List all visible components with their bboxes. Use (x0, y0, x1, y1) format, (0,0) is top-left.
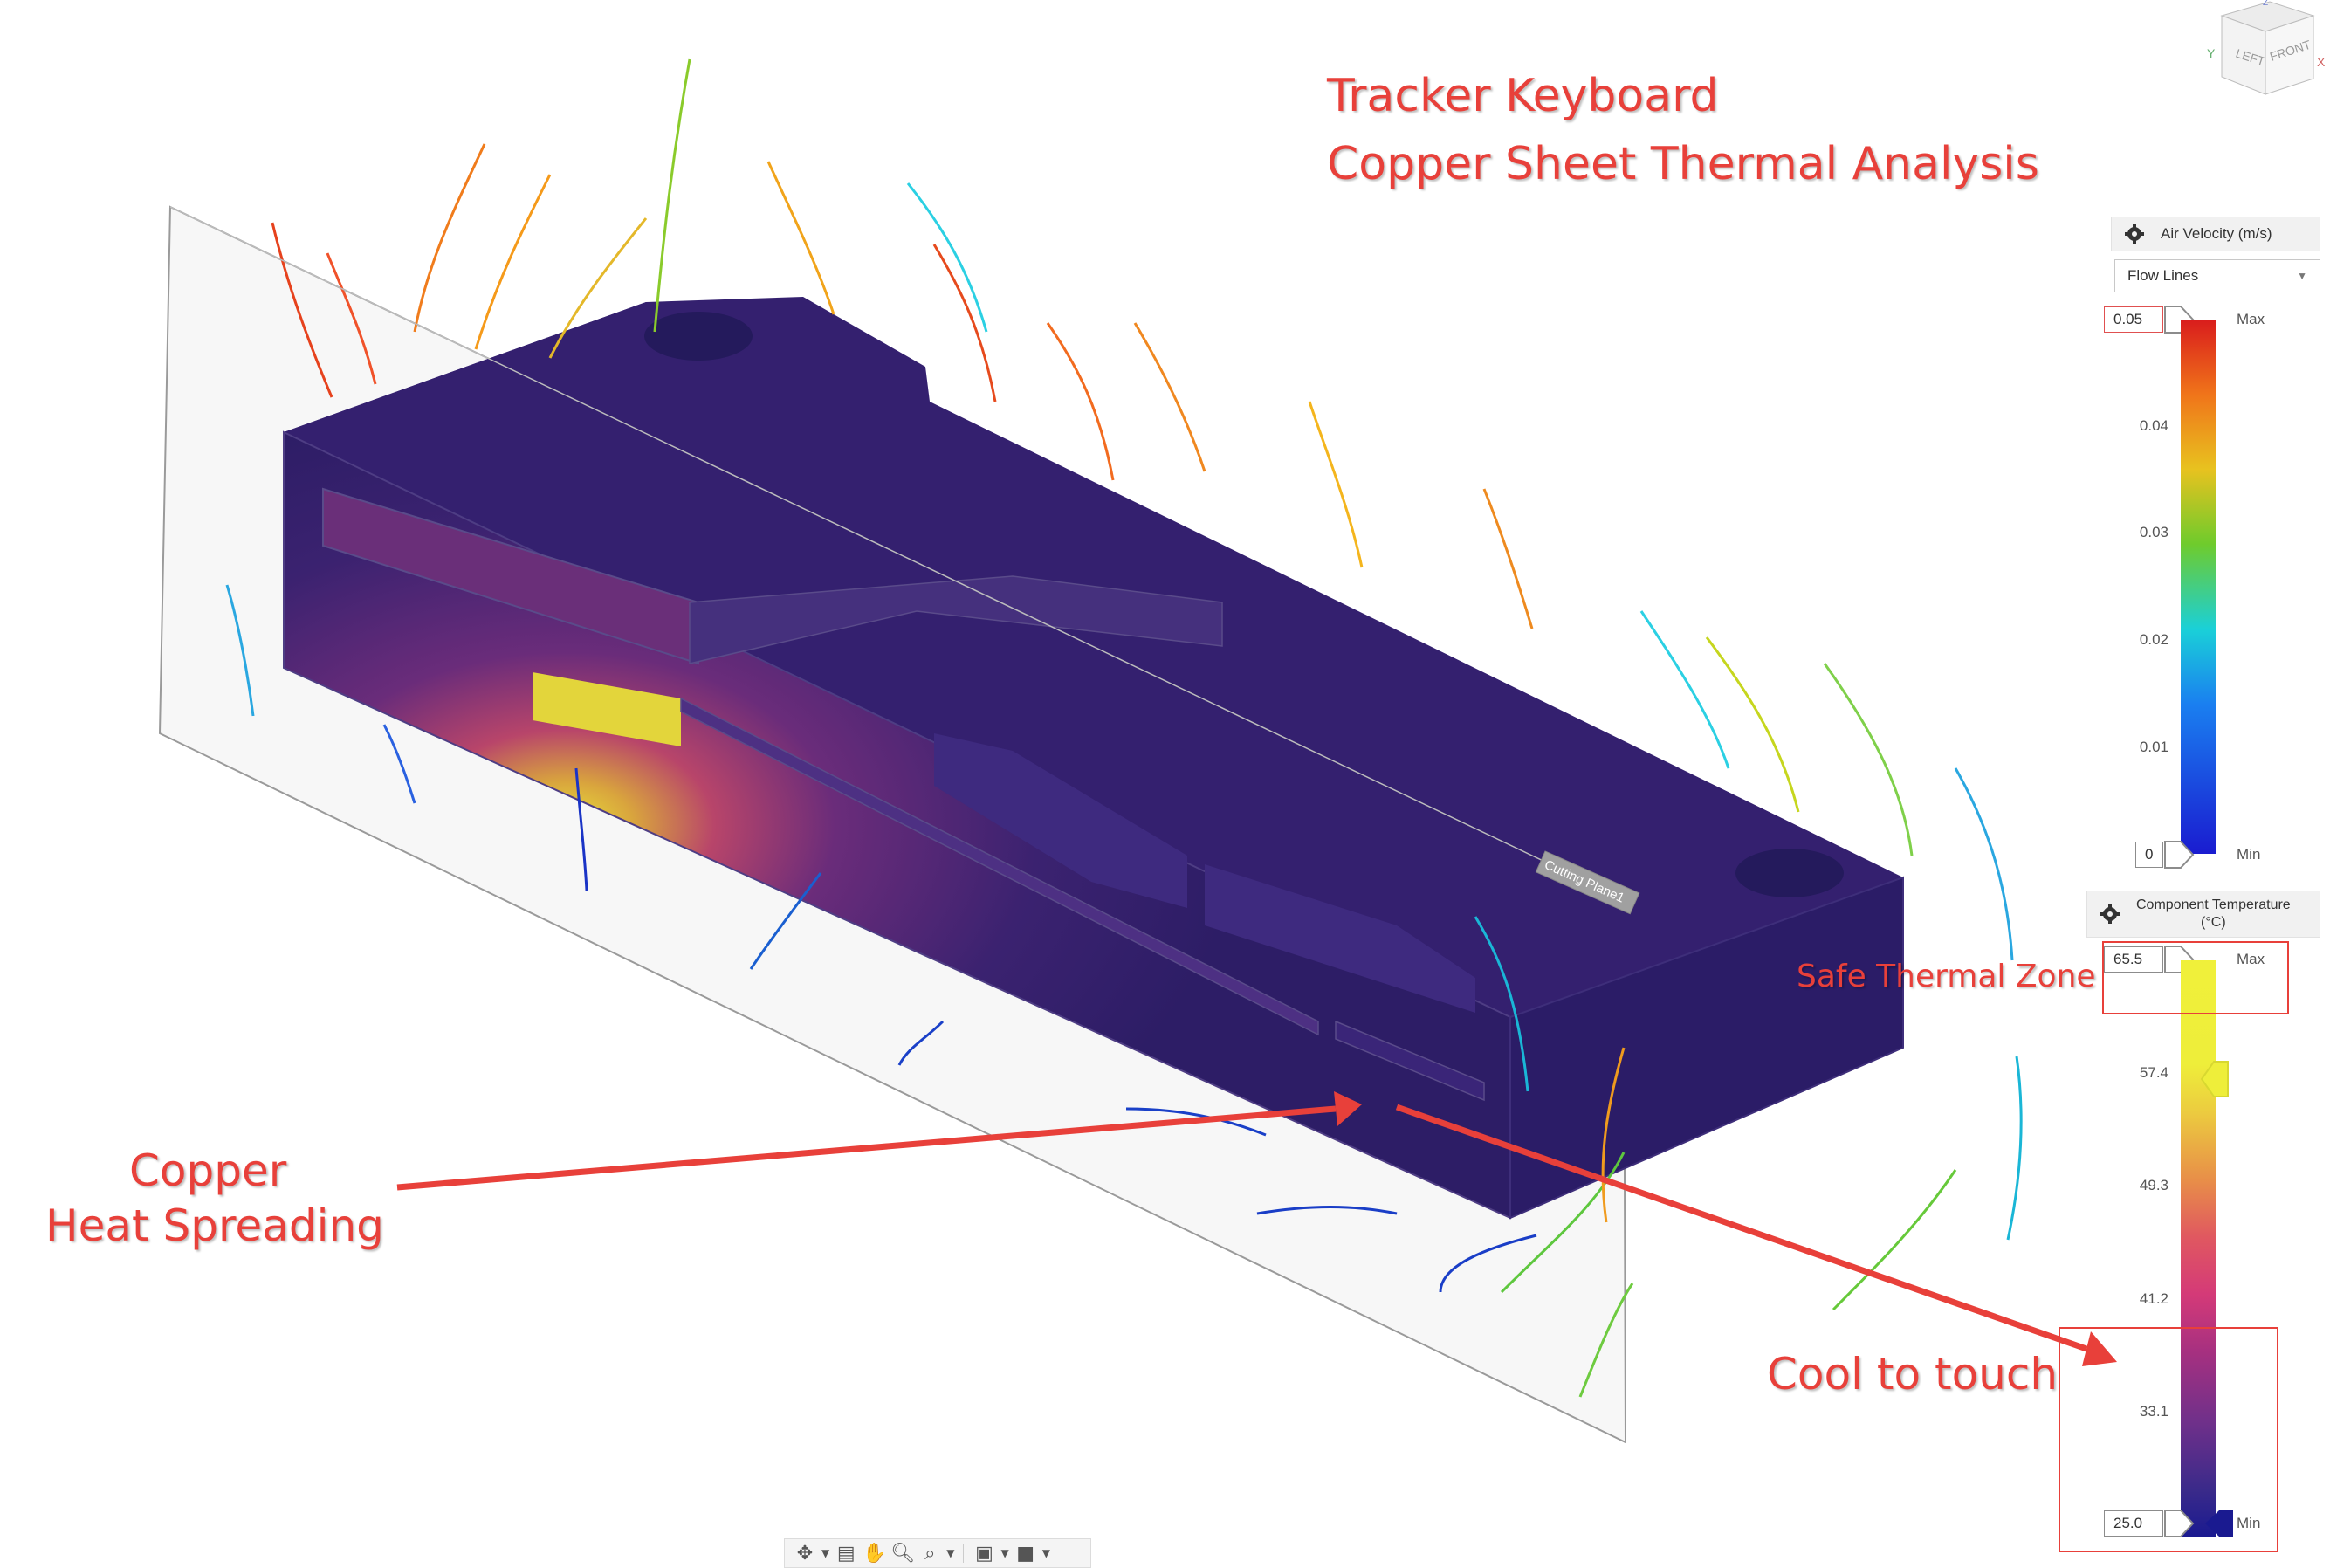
fit-icon[interactable]: ⌕ (924, 1542, 936, 1565)
chevron-down-icon[interactable]: ▼ (946, 1547, 955, 1559)
flow-lines (225, 58, 2023, 1398)
title-line-2: Copper Sheet Thermal Analysis (1327, 138, 2039, 190)
temperature-min-marker[interactable] (2203, 1509, 2235, 1538)
temperature-min-input[interactable]: 25.0 (2104, 1510, 2163, 1537)
velocity-color-bar (2181, 320, 2216, 854)
viewcube[interactable]: LEFT FRONT X Y Z (2207, 0, 2326, 95)
display-icon[interactable]: ▣ (975, 1542, 993, 1565)
temperature-max-input[interactable]: 65.5 (2104, 946, 2163, 973)
safe-zone-highlight (2102, 941, 2289, 1014)
velocity-min-handle[interactable] (2163, 840, 2195, 870)
axis-y-label: Y (2207, 46, 2216, 60)
temperature-min-label: Min (2237, 1515, 2261, 1531)
gear-icon[interactable] (2124, 224, 2145, 244)
look-at-icon[interactable]: ▤ (836, 1542, 856, 1565)
velocity-tick: 0.04 (2139, 417, 2168, 434)
callout-safe-zone: Safe Thermal Zone (1797, 959, 2096, 994)
velocity-legend-header: Air Velocity (m/s) (2111, 217, 2320, 251)
temperature-threshold-handle[interactable] (2200, 1060, 2230, 1098)
temperature-legend-header: Component Temperature (°C) (2086, 891, 2320, 938)
title-line-1: Tracker Keyboard (1327, 70, 1719, 122)
velocity-tick: 0.02 (2139, 631, 2168, 648)
velocity-tick: 0.01 (2139, 739, 2168, 755)
temperature-tick: 41.2 (2139, 1290, 2168, 1307)
visual-style-icon[interactable]: ■ (1016, 1542, 1035, 1565)
chevron-down-icon: ▼ (2297, 270, 2307, 282)
flow-mode-select[interactable]: Flow Lines ▼ (2114, 259, 2320, 292)
cutting-plane-edge (169, 206, 1625, 900)
keyboard-model[interactable] (283, 297, 1904, 1220)
cool-zone-highlight (2059, 1327, 2278, 1552)
temperature-min-handle[interactable] (2163, 1509, 2195, 1538)
gear-icon[interactable] (2100, 904, 2120, 925)
navigation-toolbar: ✥ ▼ ▤ ✋ 🔍︎ ⌕ ▼ ▣ ▼ ■ ▼ (784, 1538, 1091, 1568)
temperature-max-label: Max (2237, 951, 2265, 967)
chevron-down-icon[interactable]: ▼ (821, 1547, 830, 1559)
temperature-tick: 33.1 (2139, 1403, 2168, 1420)
annotation-arrows (396, 1091, 2117, 1366)
toolbar-divider (963, 1544, 965, 1563)
chevron-down-icon[interactable]: ▼ (1041, 1547, 1050, 1559)
callout-cool-to-touch: Cool to touch (1767, 1349, 2059, 1400)
callout-heat-spreading: Heat Spreading (45, 1200, 384, 1251)
axis-x-label: X (2317, 55, 2326, 69)
callout-copper: Copper (129, 1145, 287, 1196)
velocity-max-label: Max (2237, 311, 2265, 327)
axis-z-label: Z (2263, 0, 2268, 8)
temperature-legend-title: Component Temperature (2136, 897, 2291, 912)
chevron-down-icon[interactable]: ▼ (1000, 1547, 1009, 1559)
pan-icon[interactable]: ✋ (863, 1542, 887, 1565)
flow-mode-value: Flow Lines (2127, 267, 2199, 284)
velocity-tick: 0.03 (2139, 524, 2168, 540)
velocity-max-input[interactable]: 0.05 (2104, 306, 2163, 333)
velocity-min-input[interactable]: 0 (2135, 842, 2163, 868)
velocity-min-label: Min (2237, 846, 2261, 863)
temperature-tick: 49.3 (2139, 1177, 2168, 1193)
temperature-legend-unit: (°C) (2201, 915, 2226, 930)
orbit-icon[interactable]: ✥ (796, 1542, 814, 1565)
velocity-legend-title: Air Velocity (m/s) (2161, 225, 2272, 242)
temperature-color-bar (2181, 960, 2216, 1537)
temperature-tick: 57.4 (2139, 1064, 2168, 1081)
zoom-icon[interactable]: 🔍︎ (890, 1542, 916, 1565)
